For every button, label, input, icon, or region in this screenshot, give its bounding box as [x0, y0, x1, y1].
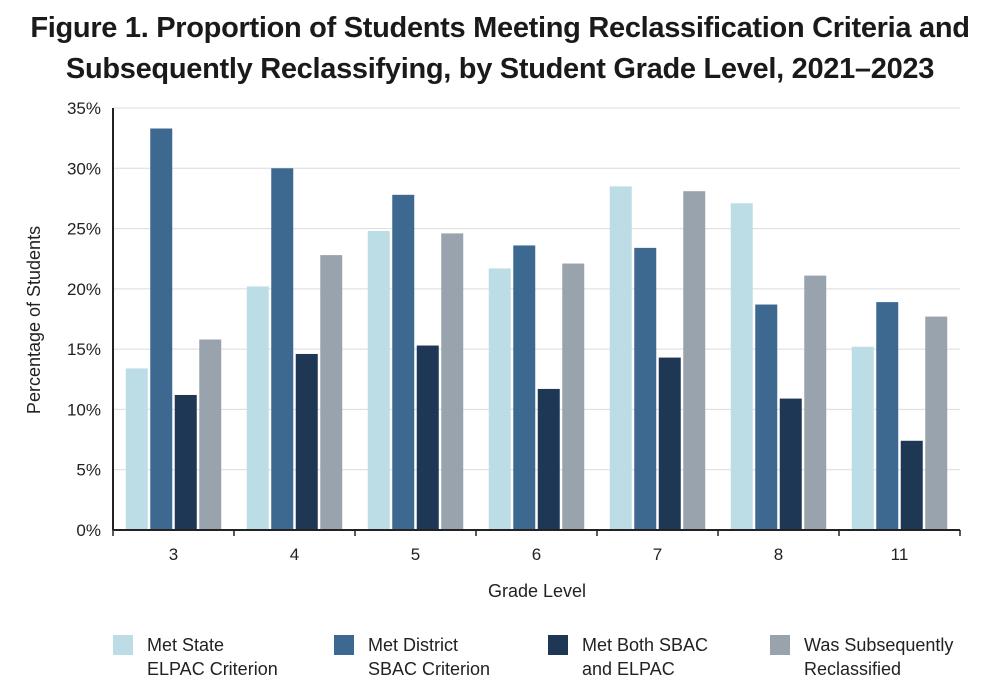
- legend-swatch: [113, 635, 133, 655]
- bar-grade-4-series-1: [271, 168, 294, 531]
- legend-item-met-both: Met Both SBAC and ELPAC: [548, 633, 708, 681]
- y-tick-label: 15%: [67, 340, 101, 359]
- legend-swatch: [334, 635, 354, 655]
- chart-title: Figure 1. Proportion of Students Meeting…: [0, 8, 1000, 90]
- legend-item-met-state-elpac: Met State ELPAC Criterion: [113, 633, 278, 681]
- legend-item-met-district-sbac: Met District SBAC Criterion: [334, 633, 490, 681]
- bar-grade-7-series-2: [658, 357, 681, 530]
- bar-grade-7-series-3: [683, 191, 706, 531]
- legend-label: Met State ELPAC Criterion: [147, 635, 278, 679]
- bar-grade-4-series-0: [246, 286, 269, 530]
- bar-grade-6-series-2: [537, 388, 560, 530]
- bar-grade-5-series-0: [367, 230, 390, 531]
- x-axis-label: Grade Level: [488, 581, 586, 601]
- x-tick-label: 6: [532, 545, 541, 564]
- y-tick-label: 25%: [67, 220, 101, 239]
- bar-grade-4-series-3: [320, 255, 343, 530]
- legend-swatch: [770, 635, 790, 655]
- x-tick-label: 11: [891, 545, 909, 564]
- bars: [125, 128, 948, 531]
- bar-grade-3-series-1: [150, 128, 173, 531]
- x-tick-labels: 3 4 5 6 7 8 11: [169, 545, 909, 564]
- legend-label: Met District SBAC Criterion: [368, 635, 491, 679]
- legend: Met State ELPAC Criterion Met District S…: [0, 633, 1000, 693]
- bar-grade-4-series-2: [295, 353, 318, 530]
- bar-grade-7-series-0: [609, 186, 632, 530]
- y-tick-label: 10%: [67, 400, 101, 419]
- bar-grade-5-series-1: [392, 194, 415, 530]
- bar-grade-11-series-3: [925, 316, 948, 530]
- legend-item-reclassified: Was Subsequently Reclassified: [770, 633, 953, 681]
- x-tick-label: 5: [411, 545, 420, 564]
- bar-grade-3-series-3: [199, 339, 222, 530]
- x-tick-label: 7: [653, 545, 662, 564]
- y-tick-label: 5%: [76, 461, 101, 480]
- y-axis-label: Percentage of Students: [24, 226, 44, 414]
- legend-label: Was Subsequently Reclassified: [804, 635, 954, 679]
- y-tick-labels: 0% 5% 10% 15% 20% 25% 30% 35%: [67, 99, 101, 540]
- x-tick-label: 3: [169, 545, 178, 564]
- x-tick-label: 8: [774, 545, 783, 564]
- gridlines: [113, 107, 960, 471]
- bar-grade-6-series-1: [513, 245, 536, 531]
- y-tick-label: 30%: [67, 159, 101, 178]
- x-tick-label: 4: [290, 545, 299, 564]
- bar-grade-5-series-2: [416, 345, 439, 530]
- bar-grade-11-series-0: [851, 346, 874, 530]
- bar-grade-6-series-3: [562, 263, 585, 530]
- bar-grade-3-series-2: [174, 394, 197, 530]
- y-tick-label: 0%: [76, 521, 101, 540]
- bar-grade-3-series-0: [125, 368, 148, 530]
- bar-grade-7-series-1: [634, 247, 657, 530]
- bar-grade-11-series-1: [876, 302, 899, 530]
- chart-title-line-1: Figure 1. Proportion of Students Meeting…: [30, 12, 970, 44]
- bar-grade-8-series-3: [804, 275, 827, 530]
- chart-title-line-2: Subsequently Reclassifying, by Student G…: [65, 53, 935, 85]
- y-tick-label: 20%: [67, 280, 101, 299]
- axes: [112, 108, 961, 536]
- legend-label: Met Both SBAC and ELPAC: [582, 635, 709, 679]
- legend-swatch: [548, 635, 568, 655]
- bar-grade-8-series-2: [779, 398, 802, 530]
- bar-grade-6-series-0: [488, 268, 511, 530]
- bar-grade-11-series-2: [900, 440, 923, 530]
- bar-grade-5-series-3: [441, 233, 464, 530]
- y-tick-label: 35%: [67, 99, 101, 118]
- bar-grade-8-series-1: [755, 304, 778, 530]
- bar-grade-8-series-0: [730, 203, 753, 530]
